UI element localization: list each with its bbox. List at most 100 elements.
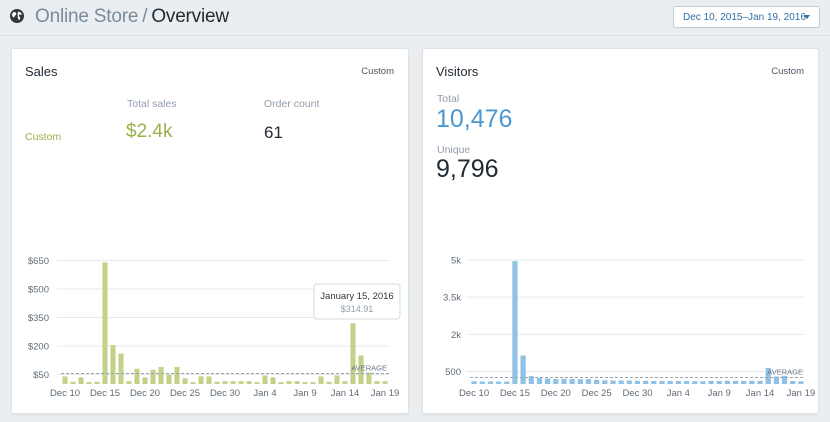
caret-down-icon — [804, 15, 810, 19]
chart-bar[interactable] — [732, 380, 739, 384]
chart-bar[interactable] — [512, 261, 518, 384]
top-bar: Online Store / Overview Dec 10, 2015–Jan 1… — [0, 0, 830, 36]
chart-bar[interactable] — [190, 382, 196, 384]
chart-bar[interactable] — [520, 355, 526, 384]
chart-bar[interactable] — [569, 379, 575, 384]
visitors-range-label[interactable]: Custom — [771, 66, 804, 77]
chart-bar[interactable] — [634, 380, 641, 384]
chart-bar[interactable] — [471, 381, 477, 384]
chart-bar[interactable] — [667, 381, 673, 384]
chart-bar[interactable] — [150, 369, 156, 384]
chart-bar[interactable] — [294, 381, 300, 384]
visitors-card-title: Visitors — [436, 64, 479, 79]
chart-bar[interactable] — [675, 381, 681, 384]
chart-bar[interactable] — [749, 380, 755, 384]
chart-bar[interactable] — [174, 366, 180, 384]
chart-bar[interactable] — [585, 379, 592, 384]
sales-card: Sales Custom Total sales Order count Cus… — [11, 48, 409, 414]
chart-bar[interactable] — [326, 381, 332, 384]
visitors-total-value: 10,476 — [436, 105, 513, 133]
chart-bar[interactable] — [302, 382, 308, 384]
tooltip-value: $314.91 — [341, 304, 374, 314]
chart-bar[interactable] — [286, 381, 292, 384]
chart-bar[interactable] — [487, 381, 494, 384]
chart-bar[interactable] — [553, 379, 559, 384]
chart-bar[interactable] — [318, 376, 324, 384]
chart-bar[interactable] — [504, 381, 510, 384]
chart-bar[interactable] — [683, 381, 690, 384]
chart-bar[interactable] — [70, 381, 76, 384]
chart-bar[interactable] — [765, 367, 771, 384]
chart-bar[interactable] — [166, 374, 172, 385]
chart-bar[interactable] — [700, 381, 706, 384]
chart-bar[interactable] — [118, 353, 124, 384]
sales-row-label: Custom — [25, 131, 62, 143]
chart-bar[interactable] — [651, 381, 657, 384]
chart-bar[interactable] — [618, 380, 624, 384]
chart-bar[interactable] — [206, 376, 212, 384]
globe-icon — [10, 9, 24, 23]
chart-bar[interactable] — [158, 366, 164, 384]
chart-bar[interactable] — [545, 378, 551, 384]
chart-bar[interactable] — [781, 375, 788, 384]
chart-bar[interactable] — [528, 376, 534, 384]
chart-bar[interactable] — [214, 381, 220, 384]
chart-bar[interactable] — [230, 381, 236, 384]
chart-bar[interactable] — [382, 381, 388, 384]
chart-bar[interactable] — [134, 368, 140, 384]
chart-bar[interactable] — [254, 382, 260, 384]
chart-bar[interactable] — [86, 382, 92, 384]
chart-bar[interactable] — [659, 381, 665, 384]
chart-bar[interactable] — [626, 380, 632, 384]
chart-bar[interactable] — [350, 323, 356, 384]
chart-bar[interactable] — [610, 380, 616, 384]
x-tick-label: Jan 19 — [371, 388, 400, 399]
sales-card-title: Sales — [25, 64, 58, 79]
chart-bar[interactable] — [479, 381, 485, 384]
chart-bar[interactable] — [536, 377, 543, 384]
chart-bar[interactable] — [310, 382, 316, 384]
chart-bar[interactable] — [724, 380, 730, 384]
chart-bar[interactable] — [692, 381, 698, 384]
chart-bar[interactable] — [334, 375, 340, 384]
chart-bar[interactable] — [716, 381, 722, 384]
y-tick-label: 2k — [451, 330, 461, 341]
sales-chart: $50 $200 $350 $500 $650 AVERAGE Dec 10 Dec 15 De… — [28, 256, 401, 399]
visitors-unique-label: Unique — [437, 144, 471, 156]
date-range-button[interactable]: Dec 10, 2015–Jan 19, 2016 — [673, 6, 820, 28]
chart-bar[interactable] — [278, 382, 284, 384]
chart-bar[interactable] — [798, 381, 804, 384]
chart-bar[interactable] — [374, 381, 380, 384]
chart-bar[interactable] — [757, 380, 763, 384]
chart-bar[interactable] — [602, 380, 608, 384]
breadcrumb-online-store[interactable]: Online Store — [35, 6, 139, 27]
chart-bar[interactable] — [222, 381, 228, 384]
breadcrumb-current: Overview — [151, 6, 229, 27]
chart-bar[interactable] — [741, 381, 747, 384]
chart-bar[interactable] — [342, 381, 348, 384]
chart-bar[interactable] — [246, 381, 252, 384]
chart-bar[interactable] — [594, 379, 600, 384]
chart-bar[interactable] — [94, 381, 100, 384]
chart-bar[interactable] — [126, 381, 132, 384]
chart-bar[interactable] — [708, 380, 714, 384]
chart-bar[interactable] — [270, 377, 276, 384]
chart-bar[interactable] — [102, 262, 108, 384]
chart-bar[interactable] — [110, 345, 116, 384]
chart-bar[interactable] — [366, 372, 372, 384]
chart-bar[interactable] — [643, 380, 649, 384]
sales-range-label[interactable]: Custom — [361, 66, 394, 77]
chart-bar[interactable] — [561, 378, 567, 384]
chart-bar[interactable] — [238, 381, 244, 384]
chart-bar[interactable] — [142, 377, 148, 384]
chart-bar[interactable] — [62, 376, 68, 384]
chart-bar[interactable] — [773, 376, 780, 384]
chart-bar[interactable] — [358, 355, 364, 385]
chart-bar[interactable] — [78, 377, 84, 384]
chart-bar[interactable] — [182, 378, 188, 384]
chart-bar[interactable] — [577, 379, 583, 384]
chart-bar[interactable] — [198, 376, 204, 384]
chart-bar[interactable] — [495, 381, 502, 384]
chart-bar[interactable] — [262, 375, 268, 384]
chart-bar[interactable] — [790, 381, 796, 384]
